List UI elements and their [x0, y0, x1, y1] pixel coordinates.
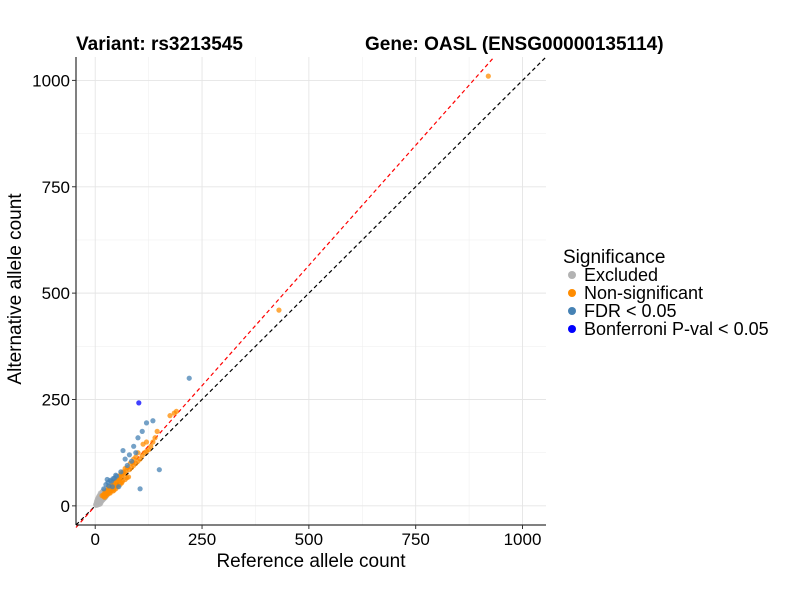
chart-title-gene: Gene: OASL (ENSG00000135114): [365, 34, 664, 55]
data-point-non-significant: [148, 443, 154, 449]
x-tick-label: 750: [401, 530, 429, 549]
legend-key-fdr-0-05: [568, 307, 576, 315]
data-point-fdr-0-05: [133, 450, 139, 456]
data-point-fdr-0-05: [156, 467, 162, 473]
data-point-fdr-0-05: [143, 420, 150, 426]
data-point-fdr-0-05: [122, 456, 128, 462]
data-point-fdr-0-05: [116, 484, 122, 490]
y-axis-title: Alternative allele count: [5, 193, 26, 385]
data-point-fdr-0-05: [106, 483, 112, 489]
data-point-non-significant: [167, 413, 173, 419]
data-point-fdr-0-05: [126, 452, 133, 458]
data-point-bonferroni-p-val-0-05: [136, 400, 142, 406]
data-point-fdr-0-05: [135, 435, 141, 441]
data-point-fdr-0-05: [108, 478, 115, 484]
x-tick-label: 1000: [504, 530, 542, 549]
data-point-non-significant: [154, 428, 160, 434]
x-axis-title: Reference allele count: [216, 551, 406, 572]
y-tick-label: 500: [42, 284, 70, 303]
reference-lines: [75, 56, 547, 528]
data-point-fdr-0-05: [128, 458, 135, 464]
data-point-fdr-0-05: [113, 472, 119, 478]
axis-ticks: 0 250 500 750 1000 0 250 500 750 1000: [32, 71, 541, 549]
y-tick-label: 1000: [32, 71, 70, 90]
data-point-non-significant: [133, 454, 139, 460]
data-points: [93, 73, 491, 509]
data-point-non-significant: [276, 307, 282, 313]
axes: [75, 57, 546, 526]
data-point-fdr-0-05: [120, 447, 126, 454]
y-tick-label: 250: [42, 390, 70, 409]
legend-label: FDR < 0.05: [584, 301, 677, 321]
legend-label: Bonferroni P-val < 0.05: [584, 319, 769, 339]
data-point-fdr-0-05: [101, 486, 107, 492]
x-tick-label: 250: [188, 530, 216, 549]
data-point-fdr-0-05: [124, 462, 130, 469]
chart-title-variant: Variant: rs3213545: [76, 34, 243, 55]
data-point-fdr-0-05: [186, 375, 192, 381]
data-point-non-significant: [152, 435, 158, 441]
reference-line-identity: [75, 56, 547, 526]
grid: [76, 57, 546, 525]
x-tick-label: 500: [295, 530, 323, 549]
data-point-fdr-0-05: [137, 486, 143, 492]
legend-label: Excluded: [584, 265, 658, 285]
y-tick-label: 750: [42, 178, 70, 197]
data-point-fdr-0-05: [118, 469, 124, 475]
data-point-non-significant: [99, 493, 105, 499]
data-point-fdr-0-05: [104, 476, 110, 483]
data-point-fdr-0-05: [150, 418, 156, 424]
data-point-non-significant: [150, 439, 156, 445]
legend: Significance ExcludedNon-significantFDR …: [563, 247, 769, 339]
data-point-non-significant: [173, 408, 180, 415]
data-point-fdr-0-05: [131, 443, 137, 449]
legend-key-bonferroni-p-val-0-05: [568, 325, 576, 333]
x-tick-label: 0: [90, 530, 99, 549]
data-point-non-significant: [125, 474, 132, 480]
data-point-non-significant: [143, 439, 150, 445]
legend-key-excluded: [568, 271, 576, 279]
data-point-fdr-0-05: [139, 428, 145, 434]
data-point-non-significant: [119, 480, 125, 486]
legend-key-non-significant: [568, 289, 576, 297]
legend-label: Non-significant: [584, 283, 703, 303]
legend-title: Significance: [563, 247, 665, 268]
data-point-excluded: [95, 498, 101, 504]
y-tick-label: 0: [61, 497, 70, 516]
data-point-non-significant: [485, 73, 491, 79]
